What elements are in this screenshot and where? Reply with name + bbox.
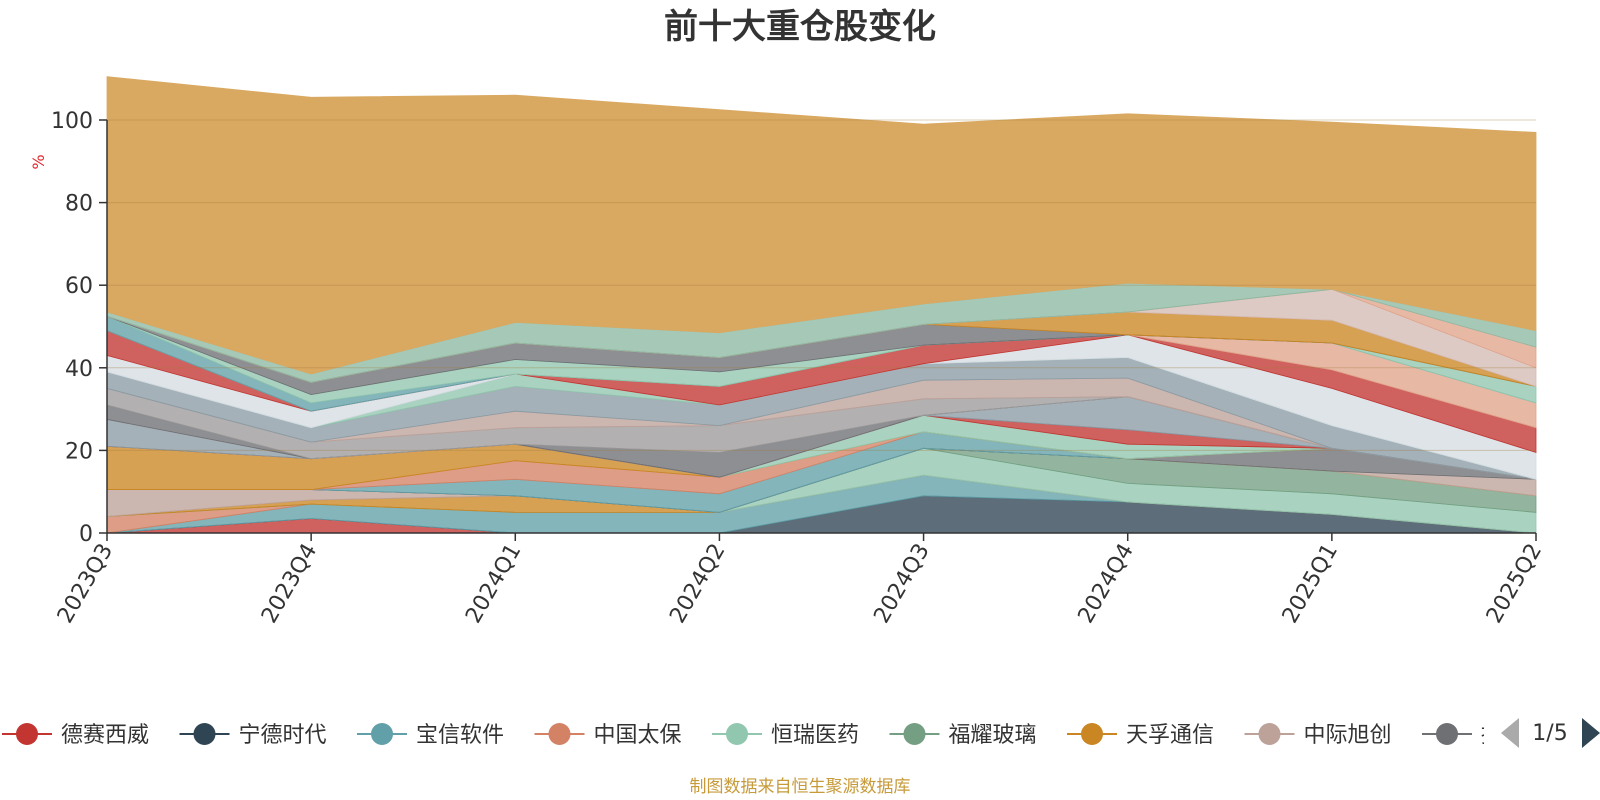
legend-prev-page-icon[interactable] xyxy=(1501,718,1519,748)
area-series-32 xyxy=(106,76,1537,375)
legend-pager: 1/5 xyxy=(1501,718,1600,748)
x-tick-label: 2024Q4 xyxy=(1074,540,1139,628)
legend-item[interactable]: 招 xyxy=(1422,723,1503,748)
legend-item[interactable]: 宁德时代 xyxy=(179,723,327,748)
legend-marker-dot xyxy=(16,723,38,745)
legend-label: 中际旭创 xyxy=(1304,723,1392,748)
x-tick-label: 2024Q1 xyxy=(461,540,526,628)
x-tick-label: 2025Q2 xyxy=(1482,540,1547,628)
x-tick-label: 2023Q4 xyxy=(257,540,322,628)
legend-label: 福耀玻璃 xyxy=(949,723,1037,748)
plot-area xyxy=(106,76,1537,534)
grid-lines xyxy=(107,119,1536,451)
legend-marker-dot xyxy=(548,723,571,745)
y-tick-label: 20 xyxy=(65,439,93,464)
x-tick-label: 2024Q3 xyxy=(869,540,934,628)
legend-item[interactable]: 宝信软件 xyxy=(357,723,504,748)
legend-item[interactable]: 恒瑞医药 xyxy=(712,723,859,748)
y-axis: 0 20 40 60 80 100 xyxy=(51,109,108,547)
legend-marker-dot xyxy=(903,723,926,745)
legend-label: 天孚通信 xyxy=(1126,723,1214,748)
legend-item[interactable]: 福耀玻璃 xyxy=(889,723,1037,748)
x-axis: 2023Q3 2023Q4 2024Q1 2024Q2 2024Q3 2024Q4 2025… xyxy=(53,532,1547,628)
footer-source-note: 制图数据来自恒生聚源数据库 xyxy=(690,777,911,797)
chart-title: 前十大重仓股变化 xyxy=(664,7,936,47)
x-tick-label: 2024Q2 xyxy=(665,540,730,628)
legend-item[interactable]: 德赛西威 xyxy=(2,723,149,748)
legend-page-indicator: 1/5 xyxy=(1532,721,1567,746)
legend-marker-dot xyxy=(1258,723,1281,745)
legend-label: 德赛西威 xyxy=(61,723,149,748)
x-tick-label: 2025Q1 xyxy=(1278,540,1343,628)
legend-label: 恒瑞医药 xyxy=(771,723,859,748)
y-tick-label: 100 xyxy=(51,109,93,134)
legend-item[interactable]: 中际旭创 xyxy=(1244,723,1392,748)
legend-marker-dot xyxy=(371,723,393,745)
legend-label: 宁德时代 xyxy=(239,723,327,748)
legend-item[interactable]: 中国太保 xyxy=(534,723,682,748)
legend: 德赛西威 宁德时代 宝信软件 中国太保 恒瑞医药 福耀玻璃 天孚通信 中际旭创 招 xyxy=(2,723,1503,748)
legend-label: 中国太保 xyxy=(594,723,682,748)
x-tick-label: 2023Q3 xyxy=(53,540,118,628)
legend-marker-dot xyxy=(1081,723,1103,745)
legend-marker-dot xyxy=(726,723,748,745)
legend-label: 宝信软件 xyxy=(416,723,504,748)
legend-next-page-icon[interactable] xyxy=(1582,718,1600,748)
y-tick-label: 80 xyxy=(65,192,93,217)
y-axis-unit-label: % xyxy=(29,154,48,169)
y-tick-label: 0 xyxy=(79,522,93,547)
legend-item[interactable]: 天孚通信 xyxy=(1067,723,1214,748)
y-tick-label: 60 xyxy=(65,274,93,299)
legend-marker-dot xyxy=(193,723,216,745)
y-tick-label: 40 xyxy=(65,357,93,382)
legend-label: 招 xyxy=(1481,723,1503,748)
legend-marker-dot xyxy=(1436,723,1458,745)
